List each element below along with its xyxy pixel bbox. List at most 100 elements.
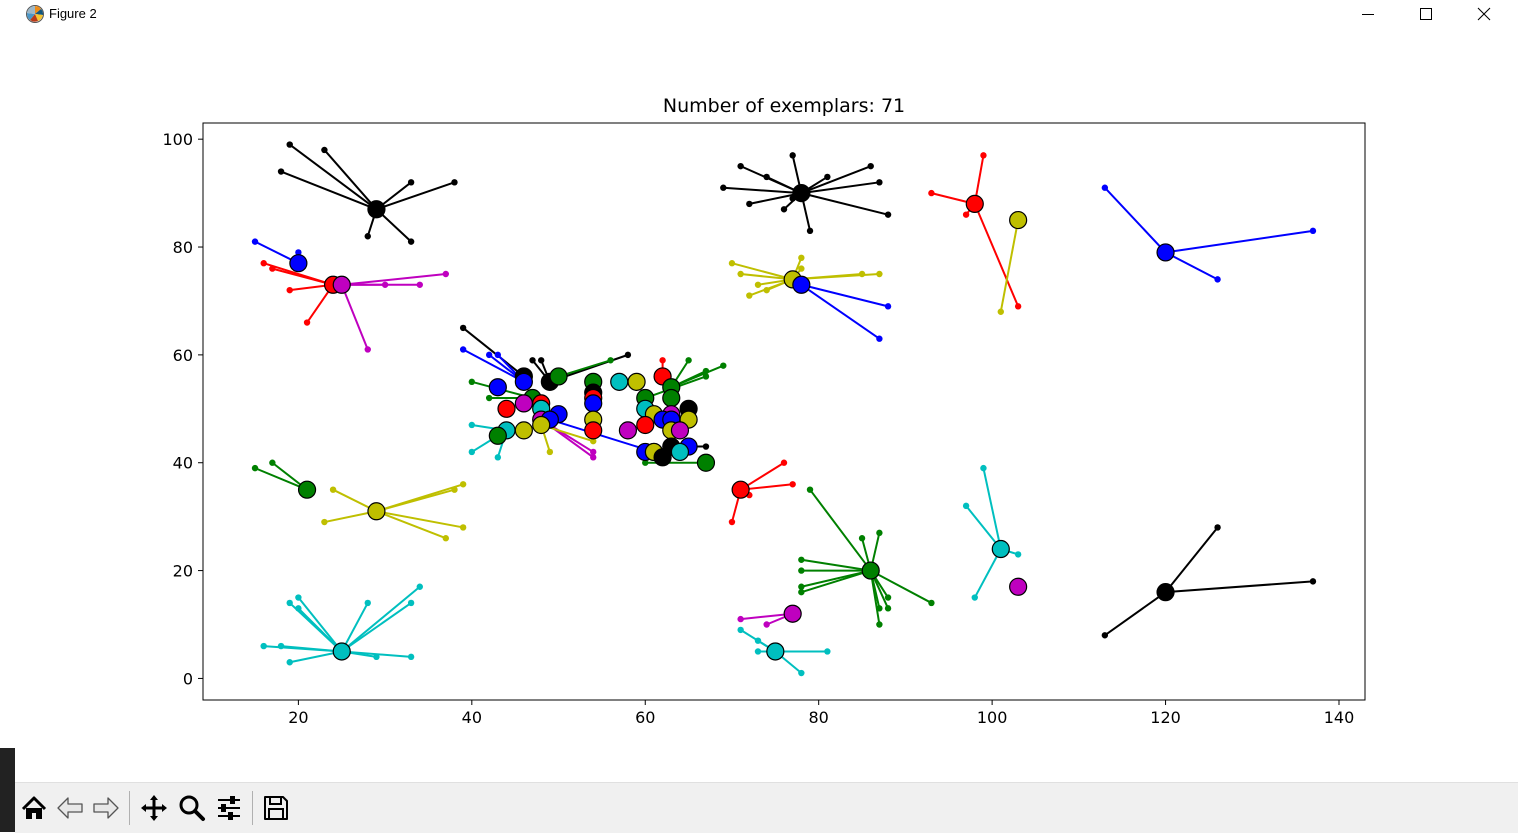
cluster-member-point xyxy=(763,286,770,294)
cluster-member-point xyxy=(928,189,935,197)
taskbar-fragment xyxy=(0,748,15,832)
cluster-member-point xyxy=(1014,551,1022,558)
cluster-link-line xyxy=(809,489,872,572)
cluster-link-line xyxy=(1164,526,1219,593)
cluster-link-line xyxy=(341,585,421,653)
cluster-member-point xyxy=(746,200,753,208)
y-tick-label: 40 xyxy=(173,454,193,473)
cluster-member-point xyxy=(754,637,762,644)
maximize-button[interactable] xyxy=(1403,0,1449,28)
exemplar-point xyxy=(367,502,386,521)
exemplar-point xyxy=(636,415,655,435)
cluster-member-point xyxy=(407,179,415,186)
cluster-member-point xyxy=(1014,303,1022,310)
cluster-link-line xyxy=(549,418,655,453)
cluster-link-line xyxy=(800,165,872,195)
cluster-member-point xyxy=(269,265,276,272)
figure-canvas[interactable]: Number of exemplars: 71 20 40 60 80 100 120 14… xyxy=(15,28,1518,782)
cluster-member-point xyxy=(321,518,328,526)
cluster-link-line xyxy=(1104,591,1167,637)
close-icon xyxy=(1477,7,1491,21)
cluster-member-point xyxy=(451,179,458,186)
x-tick-label: 80 xyxy=(809,708,829,727)
back-button[interactable] xyxy=(53,791,87,825)
cluster-member-point xyxy=(286,141,293,148)
exemplar-point xyxy=(766,642,785,661)
cluster-link-line xyxy=(1165,580,1314,594)
cluster-member-point xyxy=(416,281,423,288)
cluster-member-point xyxy=(763,621,770,628)
sliders-icon xyxy=(218,796,240,820)
cluster-member-point xyxy=(624,351,632,359)
cluster-exemplars xyxy=(289,184,1175,661)
cluster-member-point xyxy=(876,529,883,537)
desktop-background xyxy=(0,0,16,832)
cluster-member-point xyxy=(884,594,892,601)
cluster-link-line xyxy=(869,570,881,625)
exemplar-point xyxy=(549,367,568,386)
cluster-member-point xyxy=(364,233,371,240)
save-button[interactable] xyxy=(259,791,293,825)
cluster-member-point xyxy=(529,357,536,364)
cluster-member-point xyxy=(720,184,727,191)
cluster-member-point xyxy=(824,648,831,655)
exemplar-point xyxy=(1156,583,1175,602)
toolbar-separator xyxy=(129,791,130,825)
y-tick-label: 80 xyxy=(173,238,193,257)
cluster-member-point xyxy=(728,518,736,526)
cluster-member-point xyxy=(980,464,987,472)
pan-button[interactable] xyxy=(137,791,171,825)
cluster-member-point xyxy=(260,260,267,267)
cluster-member-point xyxy=(494,454,502,461)
cluster-member-point xyxy=(295,605,302,612)
cluster-link-line xyxy=(376,483,464,513)
y-axis: 0 20 40 60 80 100 xyxy=(162,130,203,688)
cluster-link-line xyxy=(973,203,1020,307)
cluster-link-line xyxy=(870,569,932,604)
configure-subplots-button[interactable] xyxy=(212,791,246,825)
cluster-member-point xyxy=(269,459,276,466)
cluster-member-point xyxy=(251,464,259,472)
cluster-member-point xyxy=(806,227,814,235)
cluster-link-line xyxy=(731,262,793,281)
cluster-link-line xyxy=(723,186,802,195)
cluster-member-point xyxy=(1101,184,1109,191)
cluster-member-point xyxy=(364,346,371,353)
exemplar-point xyxy=(696,453,716,472)
y-tick-label: 20 xyxy=(173,562,193,581)
cluster-member-point xyxy=(737,615,744,623)
x-tick-label: 60 xyxy=(635,708,655,727)
home-icon xyxy=(21,796,47,819)
cluster-link-line xyxy=(254,467,308,491)
y-tick-label: 100 xyxy=(162,130,193,149)
cluster-member-point xyxy=(798,669,805,677)
cluster-member-point xyxy=(876,621,883,628)
cluster-member-point xyxy=(962,502,970,510)
cluster-link-line xyxy=(1165,229,1314,254)
cluster-member-point xyxy=(1214,276,1221,283)
cluster-link-line xyxy=(999,219,1020,312)
cluster-link-line xyxy=(341,272,446,286)
zoom-button[interactable] xyxy=(175,791,209,825)
y-tick-label: 60 xyxy=(173,346,193,365)
cluster-member-point xyxy=(260,642,267,650)
close-button[interactable] xyxy=(1461,0,1507,28)
cluster-member-point xyxy=(407,599,415,607)
exemplar-point xyxy=(367,200,386,219)
exemplar-point xyxy=(332,275,351,294)
minimize-button[interactable] xyxy=(1345,0,1391,28)
home-button[interactable] xyxy=(17,791,51,825)
title-bar[interactable]: Figure 2 xyxy=(15,0,1518,28)
cluster-member-point xyxy=(1101,632,1109,639)
x-tick-label: 100 xyxy=(977,708,1008,727)
cluster-member-point xyxy=(451,486,458,493)
cluster-member-point xyxy=(459,481,467,488)
cluster-member-point xyxy=(277,642,285,650)
cluster-member-point xyxy=(798,567,805,574)
cluster-member-point xyxy=(459,524,467,531)
forward-button[interactable] xyxy=(89,791,123,825)
x-tick-label: 40 xyxy=(462,708,482,727)
cluster-link-line xyxy=(289,143,378,211)
exemplar-point xyxy=(670,421,690,440)
cluster-link-line xyxy=(800,283,880,340)
